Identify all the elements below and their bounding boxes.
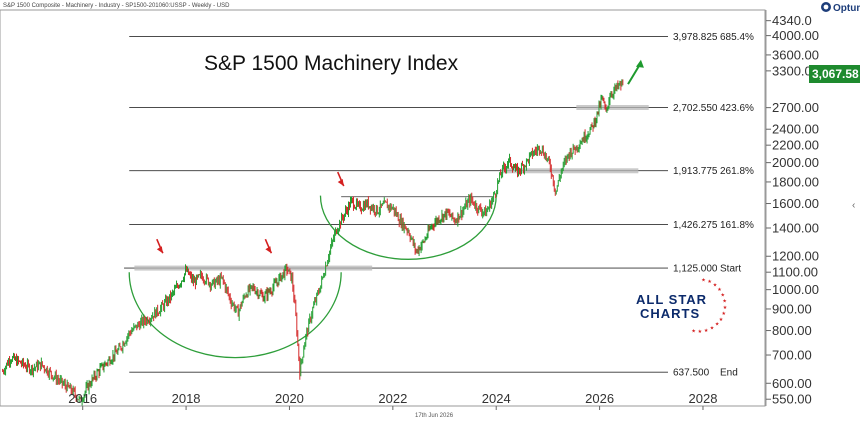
x-tick-label: 2016 (68, 391, 97, 406)
y-tick-label: 1400.00 (772, 220, 819, 235)
resistance-zone (134, 265, 373, 271)
logo-star-icon: ★ (719, 317, 724, 323)
fib-pct-label: 423.6% (720, 103, 754, 114)
chart-date-footer: 17th Jun 2026 (415, 413, 454, 419)
fib-pct-label: 261.8% (720, 166, 754, 177)
annotation-arrows (156, 59, 644, 254)
last-price-label: 3,067.58 (812, 67, 859, 81)
logo-star-icon: ★ (707, 279, 712, 285)
logo-star-icon: ★ (698, 329, 703, 335)
y-tick-label: 700.00 (772, 348, 812, 363)
logo-line-2: CHARTS (640, 306, 700, 321)
base-arc (128, 272, 342, 359)
logo-star-icon: ★ (704, 328, 709, 334)
last-price-marker: 3,067.58 (809, 65, 860, 83)
last-price-box (809, 65, 860, 83)
logo-star-icon: ★ (722, 298, 727, 304)
y-tick-label: 900.00 (772, 301, 812, 316)
y-tick-label: 600.00 (772, 376, 812, 391)
x-tick-label: 2018 (172, 391, 201, 406)
base-arcs (128, 195, 497, 359)
y-tick-label: 1100.00 (772, 265, 818, 280)
collapse-chevron-icon[interactable]: ‹ (852, 200, 855, 211)
logo-star-ring: ★ ★★★★★★★★★★★★★ (691, 277, 727, 335)
y-tick-label: 1000.00 (772, 282, 819, 297)
red-arrow-head (156, 246, 163, 254)
fib-value-label: 1,426.275 (673, 220, 718, 231)
plot-area: 3,978.825 685.4%2,702.550 423.6%1,913.775 2… (0, 9, 766, 407)
x-tick-label: 2022 (378, 391, 407, 406)
resistance-zones (134, 105, 649, 271)
logo-star-icon: ★ (715, 322, 720, 328)
logo-star-icon: ★ (713, 283, 718, 289)
chart-header: S&P 1500 Composite - Machinery - Industr… (3, 3, 230, 9)
x-axis: 2016 2018 2020 2022 2024 2026 2028 (68, 391, 717, 410)
logo-star-icon: ★ (721, 311, 726, 317)
logo-star-icon: ★ (710, 326, 715, 332)
x-tick-label: 2026 (585, 391, 614, 406)
logo-star-icon: ★ (721, 292, 726, 298)
optuma-brand: Optuma (821, 2, 860, 14)
chart-title: S&P 1500 Machinery Index (204, 52, 459, 75)
x-tick-label: 2028 (689, 391, 718, 406)
logo-line-1: ALL STAR (636, 292, 707, 307)
fibonacci-levels: 3,978.825 685.4% 2,702.550 423.6% 1,913.775 2… (124, 32, 754, 379)
y-tick-label: 550.00 (772, 392, 812, 407)
base-arc (319, 195, 497, 260)
logo-star-icon: ★ (717, 287, 722, 293)
y-tick-label: 2000.00 (772, 155, 819, 170)
y-tick-label: 1600.00 (772, 196, 819, 211)
y-tick-label: 1800.00 (772, 174, 819, 189)
optuma-brand-label: Optuma (833, 3, 860, 14)
y-tick-label: 800.00 (772, 323, 812, 338)
y-tick-label: 2200.00 (772, 138, 819, 153)
all-star-charts-logo: ALL STAR CHARTS ★ ★★★★★★★★★★★★★ (636, 277, 728, 335)
fib-pct-label: End (720, 368, 738, 379)
price-series (2, 79, 624, 406)
plot-frame (0, 9, 766, 407)
y-tick-label: 4340.0 (772, 13, 812, 28)
logo-star-icon: ★ (701, 277, 706, 283)
red-arrow-head (265, 246, 272, 254)
y-tick-label: 3300.00 (772, 63, 819, 78)
red-arrow-head (337, 179, 344, 187)
fib-pct-label: 161.8% (720, 220, 754, 231)
y-tick-label: 2700.00 (772, 100, 819, 115)
x-tick-label: 2020 (275, 391, 304, 406)
logo-star-icon: ★ (723, 305, 728, 311)
resistance-zone (501, 168, 639, 174)
fib-pct-label: 685.4% (720, 32, 754, 43)
fib-value-label: 2,702.550 (673, 103, 718, 114)
fib-value-label: 3,978.825 (673, 32, 718, 43)
fib-pct-label: Start (720, 264, 741, 275)
y-tick-label: 4000.00 (772, 28, 819, 43)
fib-value-label: 1,125.000 (673, 264, 718, 275)
y-tick-label: 1200.00 (772, 249, 819, 264)
logo-star-icon: ★ (691, 328, 696, 334)
x-tick-label: 2024 (482, 391, 511, 406)
fib-value-label: 1,913.775 (673, 166, 718, 177)
y-tick-label: 2400.00 (772, 122, 819, 137)
resistance-zone (576, 105, 649, 111)
fib-value-label: 637.500 (673, 368, 710, 379)
y-tick-label: 3600.00 (772, 47, 819, 62)
green-arrow-head (635, 59, 644, 68)
